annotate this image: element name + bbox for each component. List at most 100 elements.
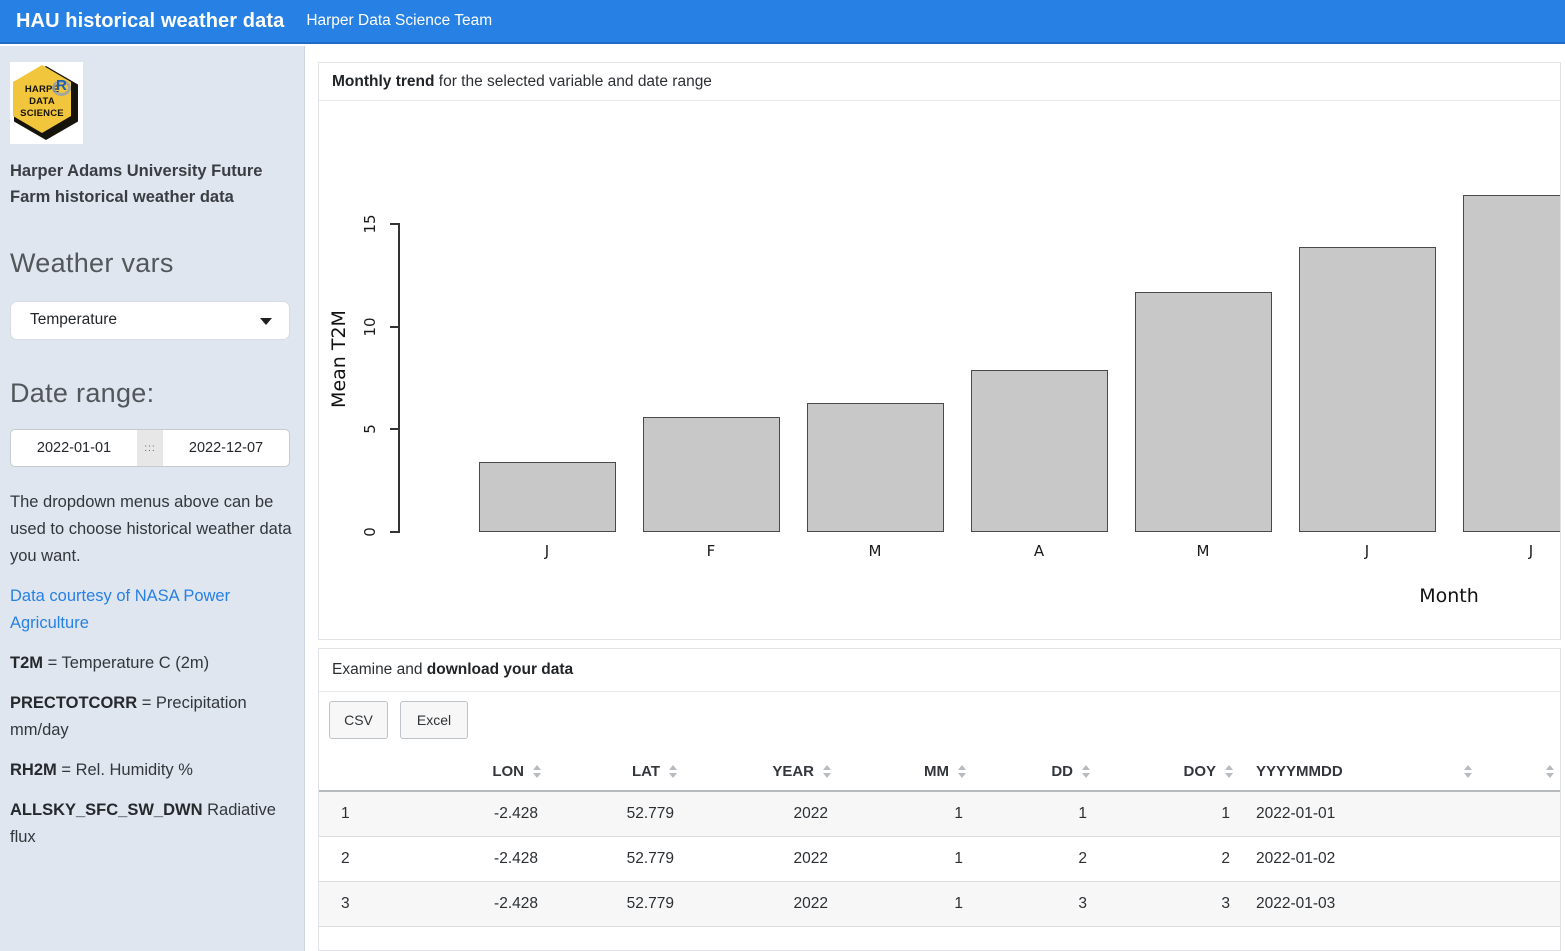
y-axis-tick: [390, 325, 398, 328]
table-cell: 1: [838, 881, 973, 927]
logo-text: HARPE DATA SCIENCE: [20, 84, 64, 119]
table-cell: 2022: [684, 790, 838, 837]
y-axis-tick-label: 15: [361, 214, 379, 234]
y-axis-title: Mean T2M: [328, 310, 350, 408]
date-end-input[interactable]: [163, 429, 290, 467]
y-axis-tick: [390, 428, 398, 431]
table-cell: 3: [319, 881, 409, 927]
csv-download-button[interactable]: CSV: [329, 701, 388, 739]
navbar: HAU historical weather data Harper Data …: [0, 0, 1565, 44]
chart-bar: [970, 370, 1108, 532]
chart-bar: [1298, 247, 1436, 532]
app-brand-title: HAU historical weather data: [16, 9, 285, 32]
monthly-trend-bar-chart: Mean T2M Month 0 5 10 15 J F M A M J J: [319, 101, 1560, 639]
y-axis-tick-label: 10: [361, 317, 379, 337]
table-cell: 2022: [684, 836, 838, 882]
harper-data-science-logo: HARPE DATA SCIENCE R: [10, 62, 83, 144]
x-axis-tick-label: J: [1528, 542, 1534, 560]
sort-arrows-icon: [1082, 764, 1091, 778]
table-cell: 2: [319, 836, 409, 882]
definition-t2m: T2M = Temperature C (2m): [10, 654, 210, 672]
sort-arrows-icon: [533, 764, 542, 778]
y-axis-tick: [390, 531, 398, 533]
table-cell: 1: [838, 836, 973, 882]
column-header-doy[interactable]: DOY: [1097, 753, 1240, 792]
sidebar-app-title: Harper Adams University Future Farm hist…: [10, 162, 263, 206]
table-row[interactable]: 3 -2.428 52.779 2022 1 3 3 2022-01-03: [319, 881, 1560, 927]
chevron-down-icon: [260, 318, 272, 325]
definition-allsky: ALLSKY_SFC_SW_DWN Radiative flux: [10, 801, 276, 846]
hexagon-icon: [13, 65, 71, 133]
sort-arrows-icon: [823, 764, 832, 778]
chart-bar: [806, 403, 944, 532]
excel-download-button[interactable]: Excel: [400, 701, 468, 739]
sort-arrows-icon: [669, 764, 678, 778]
x-axis-tick-label: A: [1033, 542, 1045, 560]
sort-arrows-icon: [1464, 764, 1473, 778]
column-header-blank[interactable]: [1479, 753, 1560, 792]
weather-vars-heading: Weather vars: [10, 248, 174, 278]
date-range-separator: :::: [137, 429, 163, 467]
table-cell: [1479, 790, 1560, 837]
chart-bar: [478, 462, 616, 532]
table-cell: 52.779: [548, 881, 684, 927]
date-start-input[interactable]: [10, 429, 137, 467]
x-axis-tick-label: M: [868, 542, 882, 560]
table-cell: [1479, 836, 1560, 882]
weather-variable-select[interactable]: Temperature: [10, 301, 290, 340]
monthly-trend-card: Monthly trend for the selected variable …: [318, 62, 1561, 640]
definition-rh2m: RH2M = Rel. Humidity %: [10, 761, 193, 779]
column-header-year[interactable]: YEAR: [684, 753, 838, 792]
table-cell: 52.779: [548, 836, 684, 882]
table-cell: 3: [973, 881, 1097, 927]
sort-arrows-icon: [958, 764, 967, 778]
selected-variable-value: Temperature: [30, 311, 118, 328]
table-row[interactable]: 2 -2.428 52.779 2022 1 2 2 2022-01-02: [319, 836, 1560, 882]
monthly-trend-card-title: Monthly trend for the selected variable …: [319, 63, 1560, 101]
definition-prectotcorr: PRECTOTCORR = Precipitation mm/day: [10, 694, 247, 739]
y-axis-tick-label: 5: [361, 424, 379, 435]
column-header-yyyymmdd[interactable]: YYYYMMDD: [1240, 753, 1479, 792]
chart-bar: [642, 417, 780, 532]
table-row[interactable]: 1 -2.428 52.779 2022 1 1 1 2022-01-01: [319, 790, 1560, 837]
x-axis-tick-label: J: [544, 542, 550, 560]
chart-bar: [1462, 195, 1560, 532]
nasa-power-link[interactable]: Data courtesy of NASA Power Agriculture: [10, 587, 231, 632]
chart-bar: [1134, 292, 1272, 532]
r-logo-icon: R: [56, 77, 67, 94]
sidebar-help-text: The dropdown menus above can be used to …: [10, 493, 292, 565]
table-cell: -2.428: [409, 790, 548, 837]
nav-item-team[interactable]: Harper Data Science Team: [306, 12, 493, 29]
table-cell: 1: [973, 790, 1097, 837]
y-axis-tick-label: 0: [361, 527, 379, 537]
date-range-input-group: :::: [10, 429, 290, 467]
table-cell: 2: [1097, 836, 1240, 882]
column-header-lon[interactable]: LON: [409, 753, 548, 792]
weather-data-table: LON LAT YEAR MM DD DOY YYYYMMDD 1 -2.428 52.779 20…: [319, 753, 1560, 927]
date-range-heading: Date range:: [10, 378, 155, 408]
download-data-card: Examine and download your data CSV Excel…: [318, 648, 1561, 951]
y-axis-tick: [390, 223, 398, 225]
table-cell: -2.428: [409, 881, 548, 927]
table-cell: 3: [1097, 881, 1240, 927]
column-header-blank: [319, 753, 409, 792]
x-axis-title: Month: [1419, 585, 1479, 607]
y-axis-line: [398, 223, 400, 533]
table-cell: 1: [838, 790, 973, 837]
table-cell: 52.779: [548, 790, 684, 837]
sort-arrows-icon: [1546, 764, 1555, 778]
sidebar: HARPE DATA SCIENCE R Harper Adams Univer…: [0, 46, 305, 951]
column-header-mm[interactable]: MM: [838, 753, 973, 792]
r-logo-ring-icon: [52, 80, 71, 96]
table-cell: 2: [973, 836, 1097, 882]
x-axis-tick-label: J: [1364, 542, 1370, 560]
table-cell: 1: [1097, 790, 1240, 837]
sort-arrows-icon: [1225, 764, 1234, 778]
table-cell: 2022-01-02: [1240, 836, 1479, 882]
table-cell: 1: [319, 790, 409, 837]
table-cell: -2.428: [409, 836, 548, 882]
column-header-lat[interactable]: LAT: [548, 753, 684, 792]
column-header-dd[interactable]: DD: [973, 753, 1097, 792]
x-axis-tick-label: M: [1196, 542, 1210, 560]
table-cell: 2022: [684, 881, 838, 927]
